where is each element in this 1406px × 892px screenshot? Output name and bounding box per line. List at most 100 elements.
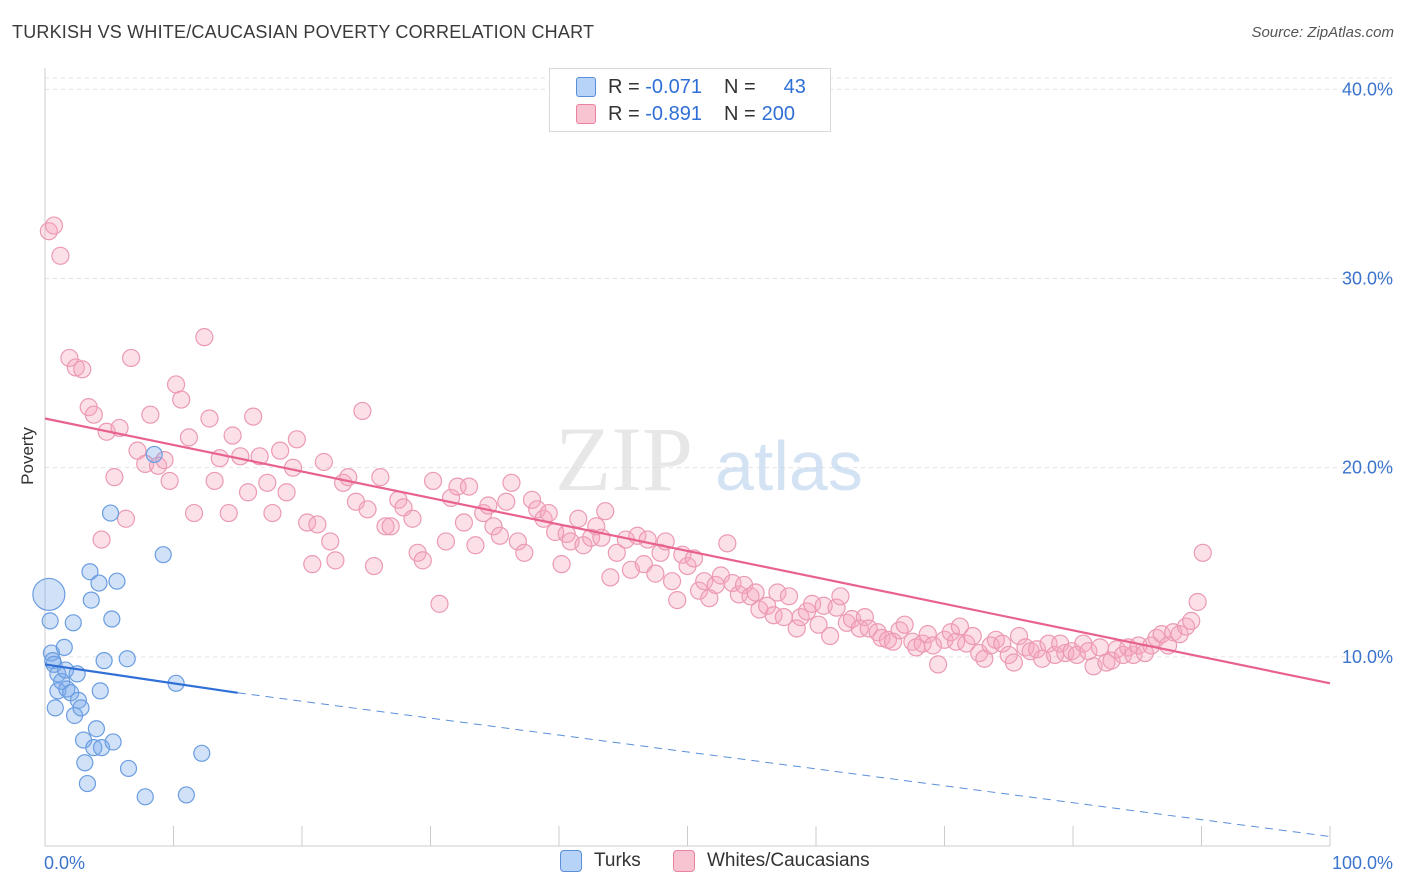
point-whites: [231, 447, 250, 466]
point-turks: [177, 786, 195, 804]
point-whites: [601, 568, 620, 587]
point-whites: [73, 360, 92, 379]
series-turks: [32, 445, 211, 806]
trend-line-turks-extended: [237, 692, 1331, 838]
point-whites: [381, 517, 400, 536]
trend-lines: [44, 417, 1331, 838]
legend-r-label: R =: [608, 75, 640, 98]
point-turks: [108, 572, 126, 590]
point-whites: [522, 490, 542, 509]
point-whites: [779, 587, 799, 606]
point-whites: [105, 468, 124, 487]
point-whites: [515, 543, 534, 562]
point-turks: [145, 445, 163, 464]
point-whites: [1056, 643, 1075, 663]
legend-r-value: -0.891: [645, 102, 702, 125]
point-turks: [95, 652, 113, 670]
point-whites: [413, 551, 432, 570]
source-label: Source: ZipAtlas.com: [1251, 24, 1394, 41]
point-turks: [41, 612, 59, 630]
point-whites: [981, 636, 1000, 655]
point-whites: [809, 615, 828, 634]
point-turks: [76, 754, 94, 772]
point-whites: [287, 430, 306, 449]
point-whites: [497, 492, 516, 511]
point-whites: [787, 619, 806, 638]
legend-swatch-turks: [576, 77, 596, 97]
point-whites: [371, 468, 390, 487]
point-turks: [32, 577, 66, 612]
point-whites: [831, 587, 850, 606]
point-whites: [668, 590, 687, 610]
tick-labels: 10.0% 20.0% 30.0% 40.0% 0.0% 100.0%: [44, 79, 1393, 873]
point-whites: [60, 348, 79, 368]
legend-swatch-whites: [673, 850, 695, 872]
legend-label-turks: Turks: [594, 850, 641, 871]
point-turks: [82, 591, 100, 609]
legend-r-label: R =: [608, 102, 640, 125]
legend-item-whites[interactable]: Whites/Caucasians: [673, 850, 870, 872]
point-whites: [121, 348, 141, 368]
legend-r-value: -0.071: [645, 75, 702, 98]
point-whites: [993, 634, 1012, 653]
point-whites: [1152, 625, 1171, 644]
point-whites: [358, 500, 377, 519]
x-tick-label: 0.0%: [44, 853, 85, 873]
point-whites: [116, 509, 136, 528]
legend-n-label: N =: [723, 75, 756, 98]
point-whites: [859, 619, 878, 638]
point-whites: [92, 530, 111, 549]
point-turks: [90, 574, 108, 592]
point-turks: [136, 788, 154, 806]
point-turks: [154, 546, 172, 564]
point-whites: [1027, 640, 1047, 659]
point-whites: [200, 409, 219, 428]
point-whites: [718, 534, 737, 553]
point-whites: [271, 441, 290, 460]
point-whites: [758, 596, 777, 615]
point-whites: [821, 626, 840, 646]
point-whites: [646, 564, 665, 583]
point-whites: [238, 483, 258, 502]
legend-row-whites: R = -0.891 N = 200: [550, 100, 795, 128]
point-whites: [160, 471, 179, 491]
point-whites: [205, 471, 224, 491]
x-tick-label: 100.0%: [1332, 853, 1393, 873]
point-whites: [1102, 651, 1121, 670]
legend-n-value: 200: [761, 102, 796, 125]
point-whites: [918, 625, 937, 644]
point-whites: [872, 628, 891, 648]
point-whites: [376, 517, 395, 536]
series-whites: [39, 216, 1212, 676]
y-tick-label: 20.0%: [1342, 458, 1393, 478]
legend-item-turks[interactable]: Turks: [560, 850, 641, 872]
point-turks: [103, 610, 121, 628]
trend-line-turks: [44, 663, 238, 694]
point-whites: [803, 594, 822, 613]
y-axis-label: Poverty: [18, 427, 37, 485]
point-whites: [303, 555, 322, 574]
point-whites: [258, 473, 277, 492]
point-whites: [484, 517, 503, 536]
point-turks: [101, 504, 120, 522]
point-whites: [195, 328, 214, 347]
point-whites: [250, 447, 269, 466]
legend-row-turks: R = -0.071 N = 43: [550, 73, 806, 101]
point-turks: [87, 720, 106, 738]
point-whites: [308, 515, 327, 534]
point-whites: [179, 428, 199, 447]
point-whites: [1124, 645, 1143, 665]
point-turks: [193, 744, 211, 762]
point-whites: [1188, 592, 1207, 612]
point-whites: [423, 471, 443, 491]
point-whites: [895, 615, 914, 634]
point-whites: [459, 477, 479, 496]
point-whites: [638, 530, 657, 549]
legend-label-whites: Whites/Caucasians: [707, 850, 870, 871]
point-whites: [890, 621, 909, 640]
point-whites: [353, 401, 372, 421]
point-whites: [141, 405, 160, 424]
point-whites: [957, 634, 976, 653]
point-whites: [490, 526, 509, 545]
point-whites: [827, 598, 846, 617]
